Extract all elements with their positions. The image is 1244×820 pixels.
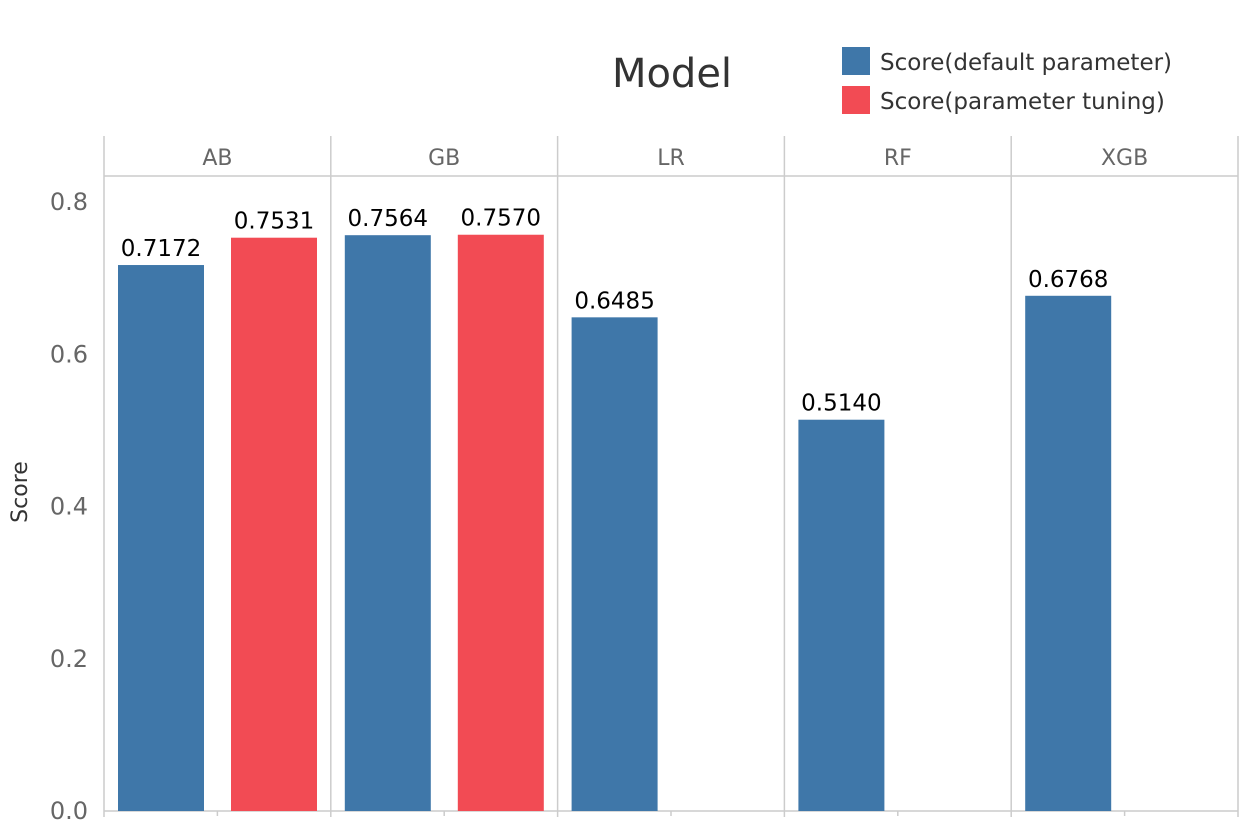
y-tick-label: 0.2: [50, 645, 88, 673]
y-tick-label: 0.8: [50, 188, 88, 216]
panel-label-lr: LR: [657, 146, 685, 171]
data-labels: 0.7172 0.7531 0.7564 0.7570 0.6485 0.5140 0.67…: [121, 206, 1109, 417]
bar-xgb-default: [1025, 295, 1112, 811]
legend-swatch-default: [842, 47, 870, 75]
data-label-xgb-default: 0.6768: [1028, 267, 1108, 293]
bars: [118, 234, 1112, 812]
bar-lr-default: [571, 317, 658, 811]
bar-ab-default: [118, 265, 204, 811]
data-label-ab-tuning: 0.7531: [234, 209, 314, 235]
data-label-gb-tuning: 0.7570: [461, 206, 541, 232]
legend: Score(default parameter) Score(parameter…: [842, 47, 1172, 115]
bar-rf-default: [798, 419, 885, 811]
y-axis-ticks: 0.0 0.2 0.4 0.6 0.8: [50, 188, 88, 820]
panel-label-gb: GB: [428, 146, 460, 171]
data-label-ab-default: 0.7172: [121, 236, 201, 262]
legend-label-tuning: Score(parameter tuning): [880, 89, 1165, 115]
data-label-lr-default: 0.6485: [574, 288, 654, 314]
y-tick-label: 0.0: [50, 797, 88, 820]
legend-swatch-tuning: [842, 86, 870, 114]
panel-label-xgb: XGB: [1101, 146, 1148, 171]
y-tick-label: 0.4: [50, 493, 88, 521]
chart-title: Model: [612, 51, 732, 97]
panel-labels: AB GB LR RF XGB: [202, 146, 1148, 171]
bar-gb-default: [344, 235, 431, 812]
legend-label-default: Score(default parameter): [880, 50, 1172, 76]
panel-label-rf: RF: [884, 146, 912, 171]
y-axis-label: Score: [8, 461, 33, 523]
panel-label-ab: AB: [202, 146, 232, 171]
y-tick-label: 0.6: [50, 340, 88, 368]
bar-ab-tuning: [231, 237, 317, 811]
data-label-rf-default: 0.5140: [801, 391, 881, 417]
bar-gb-tuning: [457, 234, 544, 811]
data-label-gb-default: 0.7564: [348, 206, 428, 232]
